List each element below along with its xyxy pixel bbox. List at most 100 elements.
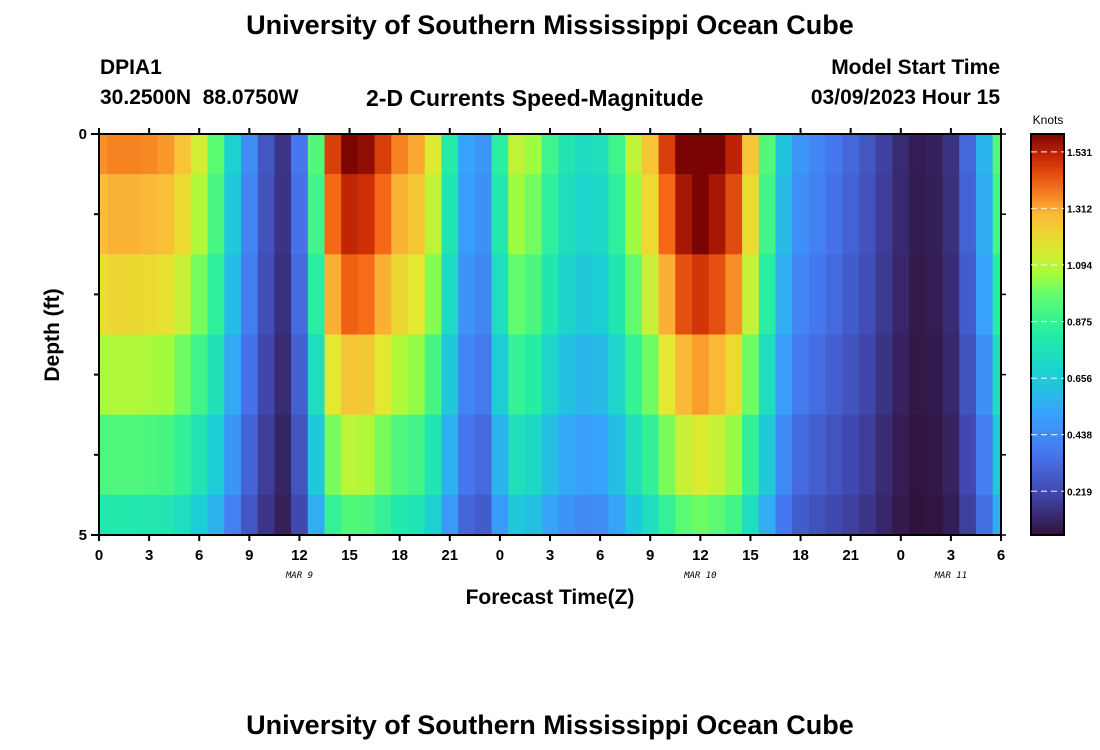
heatmap-cell: [909, 494, 927, 536]
heatmap-cell: [491, 174, 509, 255]
heatmap-cell: [775, 254, 793, 336]
heatmap-cell: [675, 414, 693, 496]
colorbar-tick-label: 1.094: [1067, 261, 1092, 272]
heatmap-cell: [658, 334, 676, 416]
heatmap-cell: [742, 334, 760, 416]
heatmap-cell: [190, 334, 209, 416]
heatmap-cell: [357, 134, 376, 175]
heatmap-cell: [224, 494, 242, 536]
heatmap-cell: [524, 414, 543, 496]
heatmap-cell: [758, 494, 777, 536]
heatmap-cell: [257, 254, 275, 336]
x-tick-label: 18: [792, 547, 809, 564]
heatmap-cell: [691, 174, 710, 255]
heatmap-cell: [859, 414, 877, 496]
heatmap-cell: [240, 334, 259, 416]
heatmap-cell: [742, 174, 760, 255]
heatmap-cell: [458, 254, 476, 336]
colorbar-ticks: 1.531 1.312 1.094 0.875 0.656 0.438 0.219: [1031, 148, 1092, 498]
heatmap-cell: [224, 174, 242, 255]
heatmap-cell: [558, 174, 576, 255]
heatmap-cell: [291, 254, 309, 336]
heatmap-cell: [274, 174, 292, 255]
heatmap-cell: [474, 134, 493, 175]
heatmap-cell: [641, 414, 660, 496]
colorbar-tick-label: 0.219: [1067, 487, 1092, 498]
heatmap-cell: [792, 174, 810, 255]
heatmap-cell: [775, 174, 793, 255]
heatmap-cell: [424, 174, 443, 255]
heatmap-cell: [99, 334, 108, 416]
heatmap-cell: [909, 254, 927, 336]
x-tick-label: 21: [441, 547, 458, 564]
heatmap-cell: [391, 494, 409, 536]
y-tick-label: 0: [79, 126, 87, 143]
x-tick-label: 21: [842, 547, 859, 564]
heatmap-cell: [658, 254, 676, 336]
heatmap-cell: [257, 334, 275, 416]
heatmap-cell: [508, 494, 526, 536]
model-start-value: 03/09/2023 Hour 15: [810, 86, 1000, 109]
x-tick-label: 0: [95, 547, 103, 564]
heatmap-cell: [357, 494, 376, 536]
heatmap-cell: [541, 254, 559, 336]
heatmap-cell: [875, 334, 894, 416]
heatmap-cell: [825, 134, 843, 175]
y-tick-label: 5: [79, 527, 87, 544]
heatmap-cell: [975, 334, 994, 416]
heatmap-cell: [458, 134, 476, 175]
heatmap-cell: [608, 334, 626, 416]
heatmap-cell: [658, 134, 676, 175]
heatmap-cell: [424, 494, 443, 536]
heatmap-cell: [591, 414, 610, 496]
heatmap-cell: [324, 334, 342, 416]
heatmap-cell: [224, 134, 242, 175]
heatmap-cell: [658, 174, 676, 255]
right-axis-ticks: [1001, 133, 1006, 536]
heatmap-cell: [207, 334, 225, 416]
heatmap-cell: [99, 174, 108, 255]
heatmap-cell: [641, 254, 660, 336]
heatmap-cell: [708, 134, 726, 175]
heatmap-cell: [174, 254, 192, 336]
heatmap-cell: [99, 254, 108, 336]
heatmap-cell: [441, 334, 459, 416]
heatmap-cell: [524, 174, 543, 255]
heatmap-cell: [575, 174, 593, 255]
heatmap-cell: [808, 334, 827, 416]
heatmap-cell: [909, 334, 927, 416]
heatmap-cell: [558, 334, 576, 416]
heatmap-cell: [825, 494, 843, 536]
heatmap-cell: [324, 174, 342, 255]
heatmap-cell: [140, 174, 159, 255]
heatmap-cell: [892, 174, 910, 255]
x-tick-label: 12: [692, 547, 709, 564]
heatmap-cell: [374, 494, 392, 536]
heatmap-cell: [708, 174, 726, 255]
heatmap-cell: [742, 134, 760, 175]
heatmap-cell: [190, 494, 209, 536]
heatmap-cell: [424, 414, 443, 496]
heatmap-cell: [708, 494, 726, 536]
heatmap-chart: 0 3 6 9 12 15 18 21 0 3 6 9 12 15 18 21 0 3 6 MAR 9 MAR 10 MA…: [41, 113, 1092, 609]
heatmap-cell: [742, 494, 760, 536]
heatmap-cell: [508, 414, 526, 496]
heatmap-cell: [391, 334, 409, 416]
heatmap-cell: [291, 134, 309, 175]
heatmap-cell: [157, 134, 175, 175]
heatmap-cell: [424, 254, 443, 336]
heatmap-cell: [625, 174, 643, 255]
heatmap-cell: [641, 134, 660, 175]
x-tick-label: 9: [245, 547, 253, 564]
heatmap-cell: [942, 494, 960, 536]
heatmap-cell: [174, 134, 192, 175]
heatmap-cell: [458, 414, 476, 496]
heatmap-cell: [591, 254, 610, 336]
heatmap-cell: [374, 414, 392, 496]
heatmap-cell: [658, 414, 676, 496]
heatmap-cell: [224, 254, 242, 336]
heatmap-cell: [875, 134, 894, 175]
heatmap-cell: [190, 134, 209, 175]
heatmap-cell: [575, 254, 593, 336]
heatmap-cell: [591, 494, 610, 536]
